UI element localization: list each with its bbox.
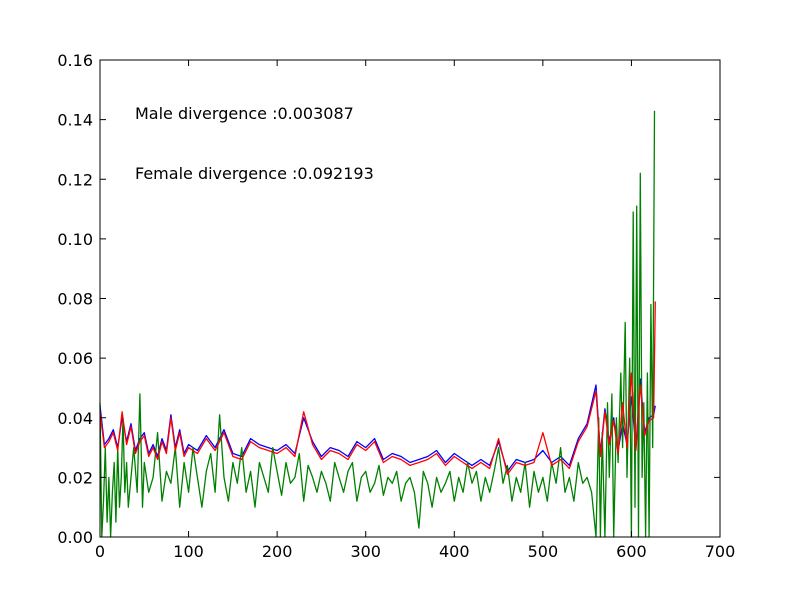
y-tick-label: 0.14	[57, 111, 93, 130]
y-tick-label: 0.16	[57, 51, 93, 70]
female-divergence-annotation: Female divergence :0.092193	[135, 164, 374, 183]
x-tick-label: 0	[95, 542, 105, 561]
x-tick-label: 400	[439, 542, 470, 561]
series-layer	[99, 110, 656, 538]
y-tick-label: 0.04	[57, 409, 93, 428]
x-tick-label: 300	[350, 542, 381, 561]
male-divergence-annotation: Male divergence :0.003087	[135, 104, 354, 123]
x-tick-label: 100	[173, 542, 204, 561]
y-tick-label: 0.10	[57, 230, 93, 249]
series-line-1	[99, 301, 656, 476]
series-line-0	[99, 378, 656, 473]
y-tick-label: 0.12	[57, 170, 93, 189]
x-tick-label: 600	[616, 542, 647, 561]
ticks-layer: 0 100 200 300 400 500 600 700 0.00 0.02 0.04 0.06 0.…	[57, 51, 735, 561]
y-tick-label: 0.08	[57, 290, 93, 309]
x-tick-label: 200	[262, 542, 293, 561]
series-line-2	[99, 110, 656, 538]
y-tick-label: 0.02	[57, 468, 93, 487]
y-tick-label: 0.00	[57, 528, 93, 547]
x-tick-label: 700	[705, 542, 736, 561]
y-tick-label: 0.06	[57, 349, 93, 368]
x-tick-label: 500	[528, 542, 559, 561]
